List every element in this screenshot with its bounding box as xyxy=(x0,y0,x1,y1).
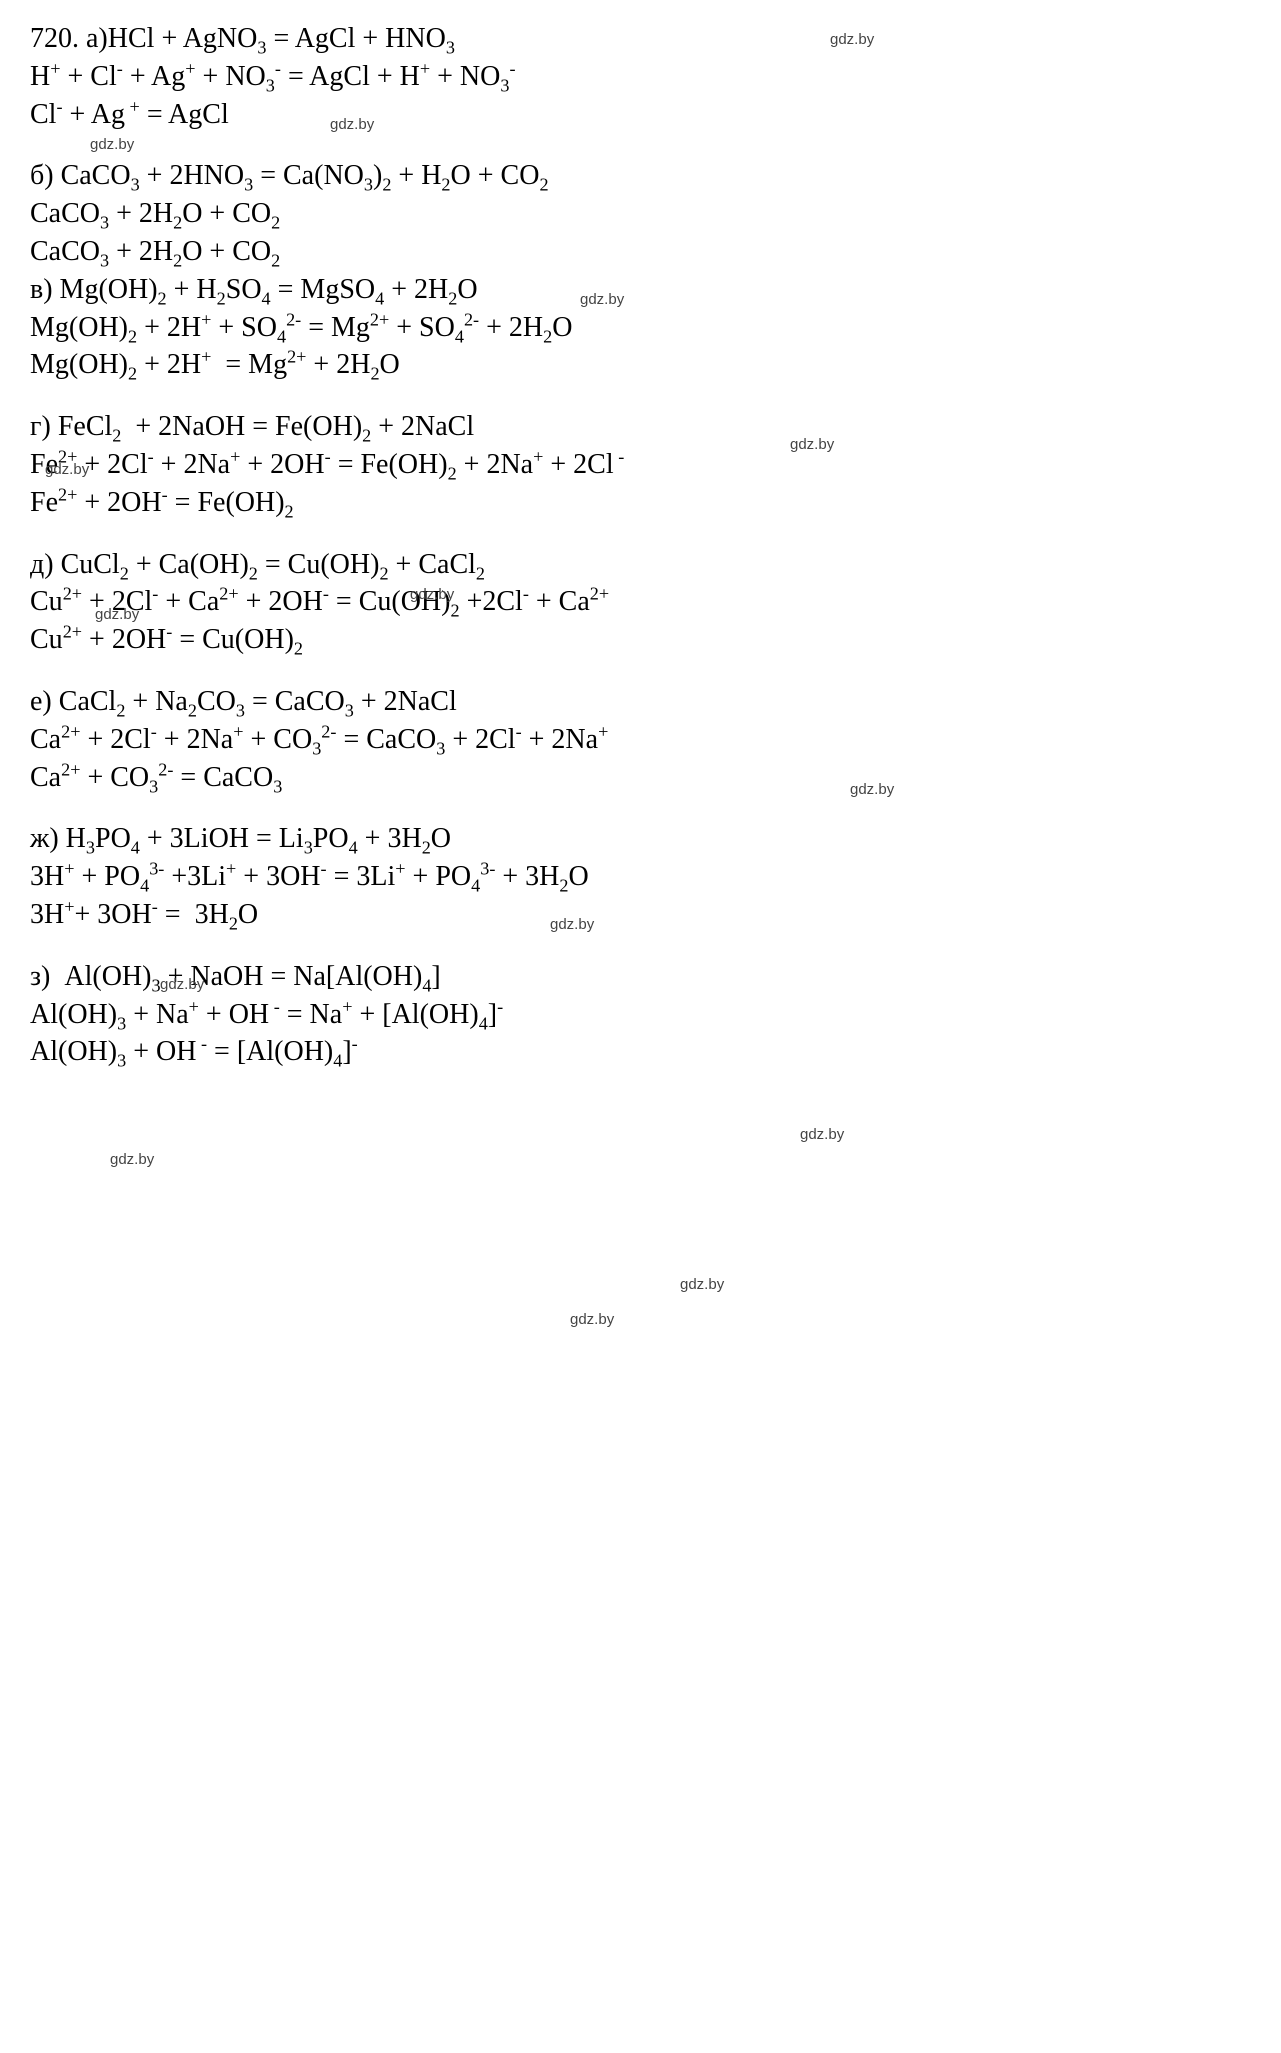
watermark-text: gdz.by xyxy=(680,1275,724,1295)
problem-number: 720. xyxy=(30,23,79,54)
equation: FeCl2 + 2NaOH = Fe(OH)2 + 2NaCl xyxy=(58,411,474,442)
block-label: з) xyxy=(30,961,50,992)
block-a: 720. а)HCl + AgNO3 = AgCl + HNO3 H+ + Cl… xyxy=(30,20,1251,133)
eq-line: Cu2+ + 2OH- = Cu(OH)2 xyxy=(30,621,1251,659)
block-label: д) xyxy=(30,549,54,580)
equation: HCl + AgNO3 = AgCl + HNO3 xyxy=(108,23,455,54)
eq-line: ж) H3PO4 + 3LiOH = Li3PO4 + 3H2O xyxy=(30,820,1251,858)
eq-line: Mg(OH)2 + 2H+ = Mg2+ + 2H2O xyxy=(30,346,1251,384)
equation: CaCl2 + Na2CO3 = CaCO3 + 2NaCl xyxy=(59,686,457,717)
block-label: б) xyxy=(30,160,54,191)
eq-line: Mg(OH)2 + 2H+ + SO42- = Mg2+ + SO42- + 2… xyxy=(30,309,1251,347)
equation: CuCl2 + Ca(OH)2 = Cu(OH)2 + CaCl2 xyxy=(61,549,485,580)
eq-line: CaCO3 + 2H2O + CO2 xyxy=(30,233,1251,271)
eq-line: Al(OH)3 + OH - = [Al(OH)4]- xyxy=(30,1033,1251,1071)
block-z: з) Al(OH)3 + NaOH = Na[Al(OH)4] Al(OH)3 … xyxy=(30,958,1251,1071)
block-v: в) Mg(OH)2 + H2SO4 = MgSO4 + 2H2O Mg(OH)… xyxy=(30,271,1251,384)
block-zh: ж) H3PO4 + 3LiOH = Li3PO4 + 3H2O 3H+ + P… xyxy=(30,820,1251,933)
equation: H3PO4 + 3LiOH = Li3PO4 + 3H2O xyxy=(66,823,451,854)
block-label: в) xyxy=(30,274,53,305)
equation: CaCO3 + 2HNO3 = Ca(NO3)2 + H2O + CO2 xyxy=(61,160,549,191)
eq-line: Cu2+ + 2Cl- + Ca2+ + 2OH- = Cu(OH)2 +2Cl… xyxy=(30,583,1251,621)
eq-line: з) Al(OH)3 + NaOH = Na[Al(OH)4] xyxy=(30,958,1251,996)
eq-line: Fe2+ + 2OH- = Fe(OH)2 xyxy=(30,484,1251,522)
eq-line: б) CaCO3 + 2HNO3 = Ca(NO3)2 + H2O + CO2 xyxy=(30,157,1251,195)
block-d: д) CuCl2 + Ca(OH)2 = Cu(OH)2 + CaCl2 Cu2… xyxy=(30,546,1251,659)
watermark-text: gdz.by xyxy=(570,1310,614,1330)
eq-line: д) CuCl2 + Ca(OH)2 = Cu(OH)2 + CaCl2 xyxy=(30,546,1251,584)
eq-line: CaCO3 + 2H2O + CO2 xyxy=(30,195,1251,233)
block-label: е) xyxy=(30,686,52,717)
block-label: г) xyxy=(30,411,51,442)
eq-line: е) CaCl2 + Na2CO3 = CaCO3 + 2NaCl xyxy=(30,683,1251,721)
block-label: а) xyxy=(86,23,108,54)
eq-line: Ca2+ + CO32- = CaCO3 xyxy=(30,759,1251,797)
equation: Al(OH)3 + NaOH = Na[Al(OH)4] xyxy=(64,961,440,992)
watermark-text: gdz.by xyxy=(110,1150,154,1170)
block-e: е) CaCl2 + Na2CO3 = CaCO3 + 2NaCl Ca2+ +… xyxy=(30,683,1251,796)
document-root: 720. а)HCl + AgNO3 = AgCl + HNO3 H+ + Cl… xyxy=(30,20,1251,1071)
equation: Mg(OH)2 + H2SO4 = MgSO4 + 2H2O xyxy=(60,274,478,305)
block-g: г) FeCl2 + 2NaOH = Fe(OH)2 + 2NaCl Fe2+ … xyxy=(30,408,1251,521)
eq-line: H+ + Cl- + Ag+ + NO3- = AgCl + H+ + NO3- xyxy=(30,58,1251,96)
eq-line: в) Mg(OH)2 + H2SO4 = MgSO4 + 2H2O xyxy=(30,271,1251,309)
eq-line: Al(OH)3 + Na+ + OH - = Na+ + [Al(OH)4]- xyxy=(30,996,1251,1034)
eq-line: Fe2+ + 2Cl- + 2Na+ + 2OH- = Fe(OH)2 + 2N… xyxy=(30,446,1251,484)
eq-line: 3H+ + PO43- +3Li+ + 3OH- = 3Li+ + PO43- … xyxy=(30,858,1251,896)
block-b: б) CaCO3 + 2HNO3 = Ca(NO3)2 + H2O + CO2 … xyxy=(30,157,1251,270)
block-label: ж) xyxy=(30,823,59,854)
eq-line: Ca2+ + 2Cl- + 2Na+ + CO32- = CaCO3 + 2Cl… xyxy=(30,721,1251,759)
eq-line: 720. а)HCl + AgNO3 = AgCl + HNO3 xyxy=(30,20,1251,58)
watermark-text: gdz.by xyxy=(800,1125,844,1145)
eq-line: г) FeCl2 + 2NaOH = Fe(OH)2 + 2NaCl xyxy=(30,408,1251,446)
watermark-text: gdz.by xyxy=(90,135,134,155)
eq-line: 3H++ 3OH- = 3H2O xyxy=(30,896,1251,934)
eq-line: Cl- + Ag + = AgCl xyxy=(30,96,1251,134)
